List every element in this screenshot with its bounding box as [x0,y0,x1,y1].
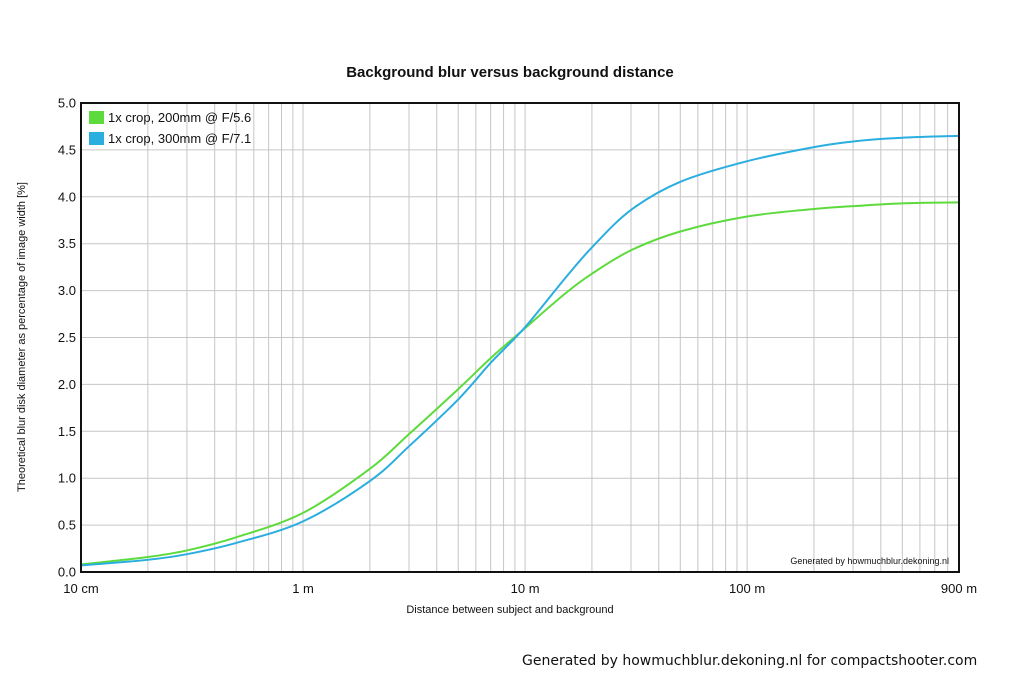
y-tick-label: 2.0 [58,377,76,392]
series-line-2 [80,134,960,567]
x-tick-label: 900 m [941,581,977,596]
legend-label-1: 1x crop, 200mm @ F/5.6 [108,110,251,125]
y-tick-label: 2.5 [58,330,76,345]
y-axis-label: Theoretical blur disk diameter as percen… [16,182,28,492]
y-tick-label: 0.5 [58,518,76,533]
x-tick-label: 100 m [729,581,765,596]
y-tick-label: 3.5 [58,236,76,251]
grid [81,103,959,572]
series-lines [80,134,960,567]
y-tick-label: 4.5 [58,142,76,157]
y-tick-label: 3.0 [58,283,76,298]
plot-area-border [80,102,960,573]
x-tick-label: 10 m [511,581,540,596]
y-tick-labels: 0.0 0.5 1.0 1.5 2.0 2.5 3.0 3.5 4.0 4.5 5.0 [58,96,76,580]
x-tick-label: 1 m [292,581,314,596]
chart-watermark: Generated by howmuchblur.dekoning.nl [790,556,949,566]
y-tick-label: 5.0 [58,96,76,111]
series-line-1 [80,201,960,566]
legend-label-2: 1x crop, 300mm @ F/7.1 [108,131,251,146]
y-tick-label: 0.0 [58,565,76,580]
y-tick-label: 1.5 [58,424,76,439]
x-tick-labels: 10 cm 1 m 10 m 100 m 900 m [63,581,977,596]
chart-title: Background blur versus background distan… [346,64,674,81]
legend-swatch-2 [89,132,104,145]
legend-swatch-1 [89,111,104,124]
footer-credit: Generated by howmuchblur.dekoning.nl for… [522,653,978,669]
y-tick-label: 4.0 [58,189,76,204]
y-tick-label: 1.0 [58,471,76,486]
x-tick-label: 10 cm [63,581,98,596]
x-axis-label: Distance between subject and background [406,604,613,616]
legend: 1x crop, 200mm @ F/5.6 1x crop, 300mm @ F… [89,110,251,146]
